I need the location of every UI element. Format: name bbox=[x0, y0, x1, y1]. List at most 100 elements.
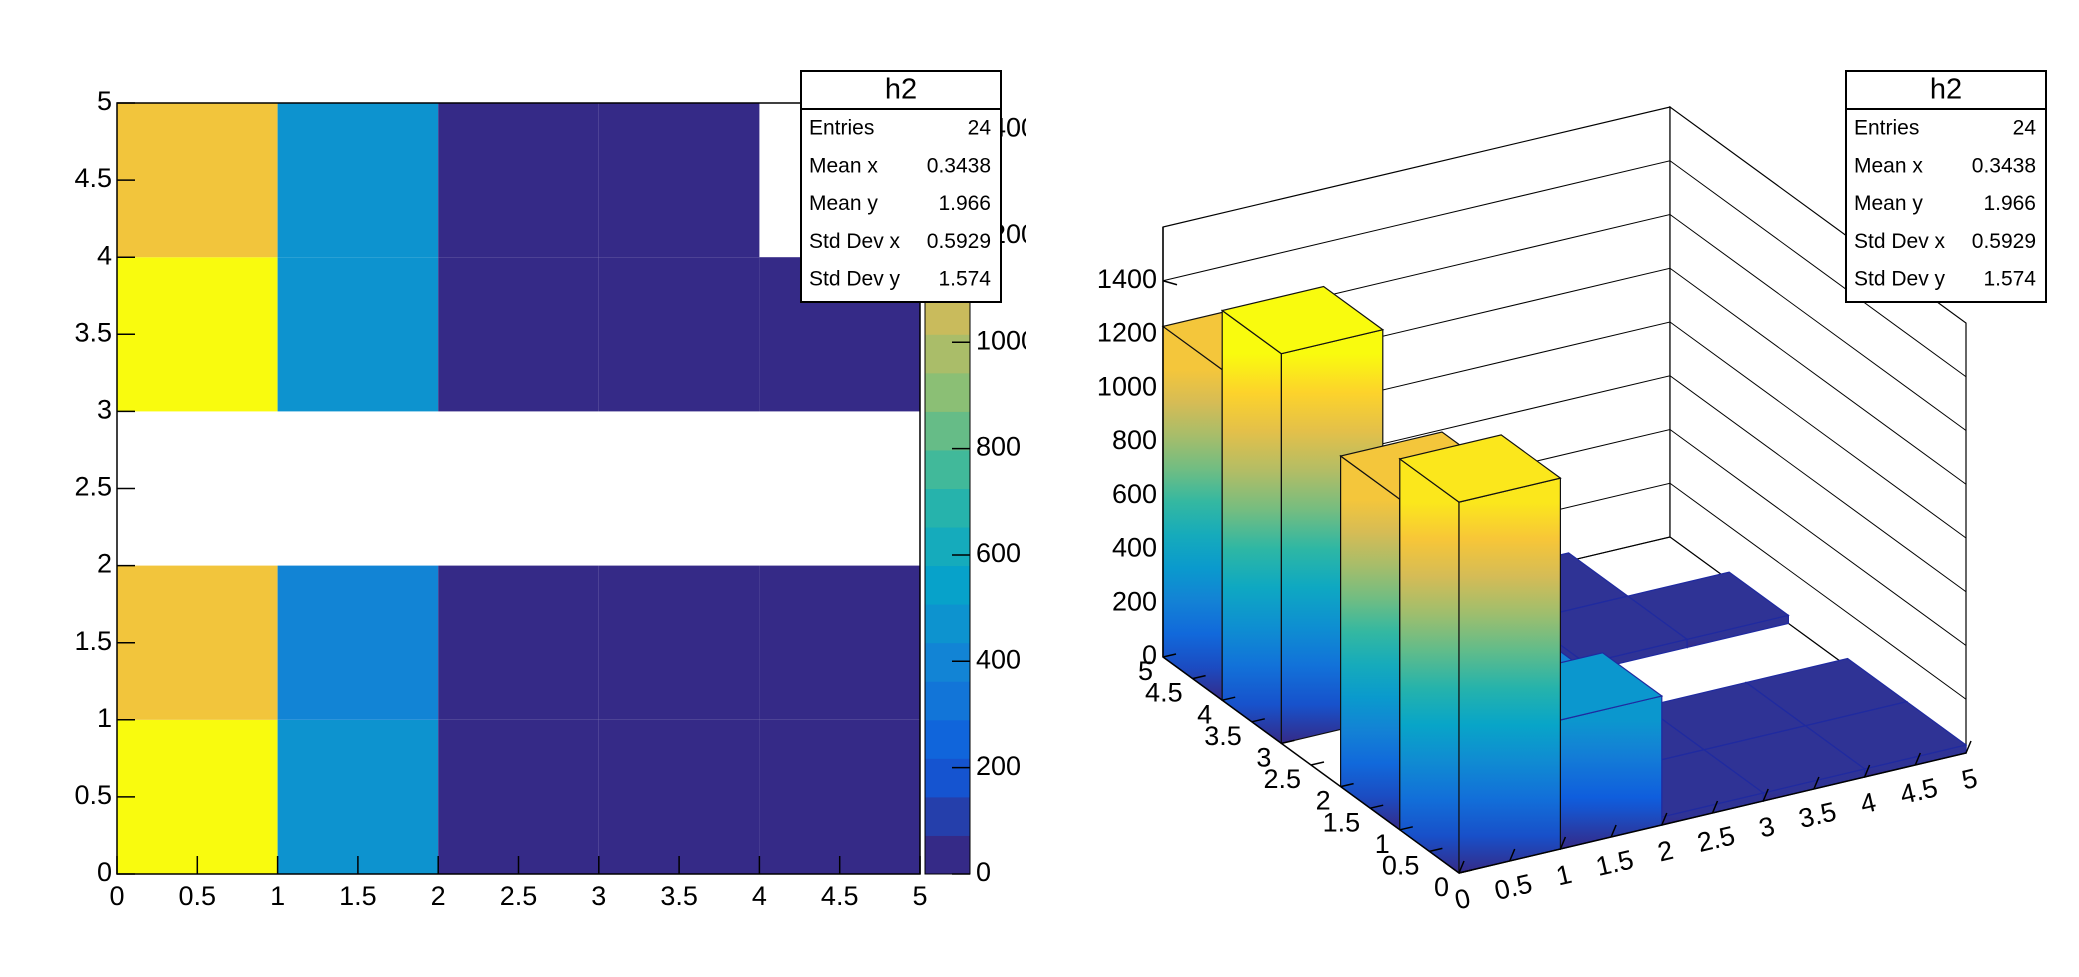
left-pad: 0 0.5 1 1.5 2 2.5 3 3.5 4 4.5 5 0 0.5 1 1.5 2 2.5 3 3.5 4 4.… bbox=[74, 70, 1026, 911]
heat-cell bbox=[117, 103, 278, 258]
y-tick-label: 0 bbox=[97, 857, 112, 887]
stats-label: Std Dev x bbox=[1854, 230, 1946, 253]
y-tick-label: 5 bbox=[97, 86, 112, 116]
z-tick-label: 600 bbox=[976, 538, 1021, 568]
stats-value: 24 bbox=[968, 117, 992, 140]
heat-cell bbox=[438, 103, 599, 258]
y-tick-label: 1 bbox=[1375, 829, 1390, 859]
stats-value: 1.574 bbox=[938, 268, 991, 291]
heat-cell bbox=[759, 565, 920, 720]
y-tick-label: 4.5 bbox=[1145, 678, 1183, 708]
z-tick-label: 800 bbox=[976, 432, 1021, 462]
y-tick-label: 1 bbox=[97, 703, 112, 733]
x-tick-label: 1.5 bbox=[339, 881, 377, 911]
stats-label: Mean x bbox=[1854, 154, 1923, 177]
y-tick-label: 5 bbox=[1138, 656, 1153, 686]
stats-value: 24 bbox=[2013, 117, 2037, 140]
x-tick-label: 5 bbox=[1959, 763, 1980, 796]
x-tick-label: 3.5 bbox=[1796, 796, 1839, 834]
y-tick-label: 1.5 bbox=[74, 626, 112, 656]
x-tick bbox=[1661, 812, 1668, 826]
colorbar-band bbox=[925, 604, 970, 644]
x-tick-label: 4.5 bbox=[1897, 772, 1940, 810]
x-tick bbox=[1762, 788, 1769, 802]
colorbar-band bbox=[925, 411, 970, 451]
colorbar-band bbox=[925, 642, 970, 682]
y-tick bbox=[1310, 761, 1325, 766]
bar-left-face bbox=[1162, 325, 1223, 702]
colorbar-band bbox=[925, 835, 970, 875]
heat-cell bbox=[438, 565, 599, 720]
heat-cell bbox=[598, 719, 760, 874]
y-tick-label: 2 bbox=[1316, 786, 1331, 816]
colorbar-band bbox=[925, 372, 970, 412]
colorbar-band bbox=[925, 565, 970, 605]
z-tick-label: 200 bbox=[976, 751, 1021, 781]
y-tick bbox=[1162, 653, 1177, 658]
stats-title: h2 bbox=[885, 74, 917, 106]
y-tick bbox=[1399, 826, 1413, 831]
stats-value: 1.966 bbox=[938, 192, 991, 215]
y-tick-label: 1.5 bbox=[1323, 807, 1361, 837]
stats-label: Std Dev x bbox=[809, 230, 901, 253]
y-tick-label: 4 bbox=[1197, 699, 1212, 729]
bar-front-face bbox=[1458, 477, 1562, 874]
bar-top-face bbox=[1220, 285, 1385, 355]
y-tick bbox=[1222, 696, 1236, 701]
y-tick-label: 3.5 bbox=[1204, 721, 1242, 751]
heat-cell bbox=[117, 565, 278, 720]
x-tick-label: 1 bbox=[1553, 859, 1574, 892]
x-tick-label: 2 bbox=[1655, 835, 1676, 868]
heat-cell bbox=[598, 565, 760, 720]
heat-cell bbox=[438, 719, 599, 874]
heat-cell bbox=[277, 719, 439, 874]
colorbar-band bbox=[925, 527, 970, 567]
z-tick-label: 200 bbox=[1112, 586, 1157, 616]
stats-label: Entries bbox=[809, 117, 874, 140]
z-tick-label: 1000 bbox=[1097, 371, 1157, 401]
x-tick-label: 4.5 bbox=[821, 881, 859, 911]
x-tick-label: 2.5 bbox=[500, 881, 538, 911]
x-tick bbox=[1509, 848, 1516, 862]
heat-cell bbox=[117, 257, 278, 412]
colorbar-band bbox=[925, 681, 970, 721]
heat-cell bbox=[117, 719, 278, 874]
heat-cell bbox=[277, 103, 439, 258]
stats-label: Std Dev y bbox=[809, 268, 901, 291]
stats-value: 0.3438 bbox=[1972, 154, 2036, 177]
y-tick-label: 0.5 bbox=[1382, 851, 1420, 881]
y-tick bbox=[1251, 718, 1265, 723]
stats-label: Mean y bbox=[809, 192, 878, 215]
colorbar-band bbox=[925, 449, 970, 489]
y-tick bbox=[1192, 674, 1206, 680]
stats-label: Std Dev y bbox=[1854, 268, 1946, 291]
y-tick-label: 3.5 bbox=[74, 317, 112, 347]
y-tick bbox=[1340, 782, 1354, 788]
x-tick-label: 0.5 bbox=[1492, 868, 1535, 906]
stats-value: 0.5929 bbox=[927, 230, 991, 253]
x-tick-label: 1 bbox=[270, 881, 285, 911]
x-tick-label: 3 bbox=[1756, 811, 1777, 844]
stats-value: 1.574 bbox=[1983, 268, 2036, 291]
x-tick bbox=[1458, 860, 1465, 874]
y-tick-label: 0 bbox=[1434, 872, 1449, 902]
x-tick-label: 0 bbox=[1452, 883, 1473, 916]
x-tick-label: 3 bbox=[591, 881, 606, 911]
heat-cell bbox=[277, 565, 439, 720]
y-tick-label: 4.5 bbox=[74, 163, 112, 193]
colorbar-band bbox=[925, 334, 970, 374]
z-tick-label: 800 bbox=[1112, 425, 1157, 455]
z-tick-label: 0 bbox=[976, 857, 991, 887]
z-tick-label: 600 bbox=[1112, 479, 1157, 509]
x-tick-label: 1.5 bbox=[1593, 844, 1636, 882]
y-tick-label: 0.5 bbox=[74, 780, 112, 810]
z-tick-label: 1400 bbox=[1097, 264, 1157, 294]
y-tick-label: 2.5 bbox=[74, 472, 112, 502]
heat-cell bbox=[277, 257, 439, 412]
z-tick-label: 400 bbox=[1112, 533, 1157, 563]
stats-value: 1.966 bbox=[1983, 192, 2036, 215]
y-tick-label: 2 bbox=[97, 549, 112, 579]
x-tick-label: 0 bbox=[109, 881, 124, 911]
x-tick bbox=[1711, 800, 1719, 814]
